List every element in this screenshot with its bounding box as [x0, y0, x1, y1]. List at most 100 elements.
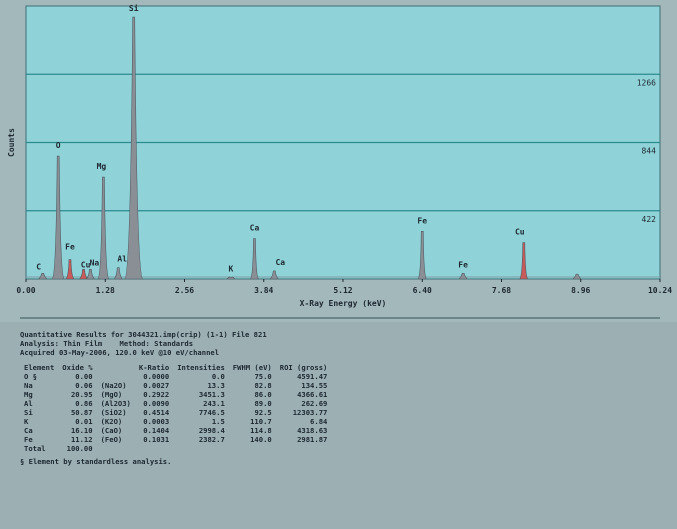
table-cell: 16.10: [70, 426, 93, 435]
table-cell: 4318.63: [297, 426, 328, 435]
spectrum-peak: [226, 276, 236, 280]
table-cell: 4591.47: [297, 372, 328, 381]
x-tick-label: 1.28: [96, 286, 115, 295]
table-cell: 0.2922: [143, 390, 170, 399]
spectrum-peak: [65, 259, 75, 280]
table-row: O § 0.00 0.0000 0.0 75.0 4591.47: [20, 372, 331, 381]
table-cell: 0.86: [75, 399, 93, 408]
table-cell: 3451.3: [198, 390, 225, 399]
table-row: Mg 20.95 (MgO) 0.2922 3451.3 86.0 4366.61: [20, 390, 331, 399]
peak-label: Fe: [458, 260, 468, 269]
spectrum-panel: 1266 844 422 C O Fe Cu Na Mg Al Si K Ca Ca Fe Fe Cu 0.00 1…: [7, 2, 673, 319]
table-cell: Al: [24, 399, 33, 408]
table-cell: [135, 444, 173, 453]
table-cell: 2981.87: [297, 435, 328, 444]
table-cell: 12303.77: [292, 408, 328, 417]
table-cell: 0.0: [211, 372, 225, 381]
table-cell: 140.0: [250, 435, 272, 444]
column-header: Oxide %: [62, 363, 93, 372]
gridline-label: 844: [642, 147, 657, 156]
x-tick-label: 5.12: [333, 286, 352, 295]
table-cell: 134.55: [301, 381, 328, 390]
table-cell: (Na2O): [100, 381, 127, 390]
table-cell: 0.01: [75, 417, 93, 426]
peak-label: Fe: [417, 216, 427, 225]
table-cell: 0.1031: [143, 435, 170, 444]
spectrum-peak: [97, 176, 110, 280]
results-panel: Quantitative Results for 3044321.imp(cri…: [20, 330, 660, 526]
table-cell: 0.0000: [143, 372, 170, 381]
table-cell: 2998.4: [198, 426, 225, 435]
table-cell: O §: [24, 372, 37, 381]
spectrum-peak: [85, 268, 96, 280]
column-header: K-Ratio: [138, 363, 170, 372]
spectrum-peak: [417, 230, 428, 280]
x-tick-label: 10.24: [648, 286, 672, 295]
results-title: Quantitative Results for 3044321.imp(cri…: [20, 330, 267, 339]
results-table: Element Oxide % K-Ratio Intensities FWHM (eV…: [20, 363, 331, 453]
gridline-label: 1266: [637, 78, 656, 87]
table-cell: 89.0: [254, 399, 272, 408]
x-tick-label: 2.56: [175, 286, 194, 295]
table-cell: 11.12: [70, 435, 93, 444]
peak-label: Ca: [250, 224, 260, 233]
results-header-row: Element Oxide % K-Ratio Intensities FWHM (eV…: [20, 363, 331, 372]
peak-label: Ca: [275, 258, 285, 267]
table-cell: (K2O): [100, 417, 123, 426]
table-row: Total 100.00: [20, 444, 331, 453]
table-cell: 7746.5: [198, 408, 225, 417]
table-cell: 0.0003: [143, 417, 170, 426]
table-cell: Total: [24, 444, 46, 453]
x-tick-label: 7.68: [492, 286, 511, 295]
peak-label: Cu: [515, 228, 525, 237]
table-cell: 13.3: [207, 381, 225, 390]
table-cell: 0.1404: [143, 426, 170, 435]
table-cell: 4366.61: [297, 390, 328, 399]
spectrum-peak: [51, 155, 65, 280]
peak-label: Si: [129, 3, 139, 13]
table-cell: (MgO): [100, 390, 123, 399]
table-cell: 243.1: [203, 399, 225, 408]
x-tick-label: 3.84: [254, 286, 273, 295]
table-cell: [173, 444, 229, 453]
spectrum-peak: [249, 238, 260, 280]
table-row: K 0.01 (K2O) 0.0003 1.5 110.7 6.84: [20, 417, 331, 426]
peak-label: Cu: [81, 260, 91, 269]
table-cell: 262.69: [301, 399, 328, 408]
column-header: ROI (gross): [279, 363, 328, 372]
y-axis-label: Counts: [7, 128, 16, 157]
column-header: FWHM (eV): [232, 363, 272, 372]
table-cell: 110.7: [250, 417, 272, 426]
x-tick-label: 8.96: [571, 286, 590, 295]
table-cell: Si: [24, 408, 33, 417]
table-cell: [229, 444, 276, 453]
table-cell: 50.87: [70, 408, 93, 417]
x-axis-label: X-Ray Energy (keV): [300, 299, 387, 308]
footnote: § Element by standardless analysis.: [20, 457, 172, 466]
table-cell: 0.00: [75, 372, 93, 381]
column-header: [97, 363, 135, 372]
table-cell: 2382.7: [198, 435, 225, 444]
table-cell: 0.4514: [143, 408, 170, 417]
table-cell: Na: [24, 381, 33, 390]
peak-label: K: [229, 264, 234, 273]
table-row: Si 50.87 (SiO2) 0.4514 7746.5 92.5 12303.77: [20, 408, 331, 417]
x-tick-label: 6.40: [413, 286, 432, 295]
column-header: Intensities: [177, 363, 225, 372]
table-cell: 100.00: [66, 444, 93, 453]
table-cell: 114.8: [250, 426, 272, 435]
spectrum-peak: [38, 273, 48, 280]
table-cell: [276, 444, 332, 453]
table-cell: 82.8: [254, 381, 272, 390]
table-cell: (FeO): [100, 435, 123, 444]
table-cell: 86.0: [254, 390, 272, 399]
peak-label: Fe: [65, 243, 75, 252]
table-row: Fe 11.12 (FeO) 0.1031 2382.7 140.0 2981.87: [20, 435, 331, 444]
table-cell: 75.0: [254, 372, 272, 381]
x-tick-label: 0.00: [16, 286, 35, 295]
table-cell: 6.84: [310, 417, 328, 426]
peak-label: Na: [90, 258, 100, 267]
spectrum-peak: [458, 273, 468, 280]
